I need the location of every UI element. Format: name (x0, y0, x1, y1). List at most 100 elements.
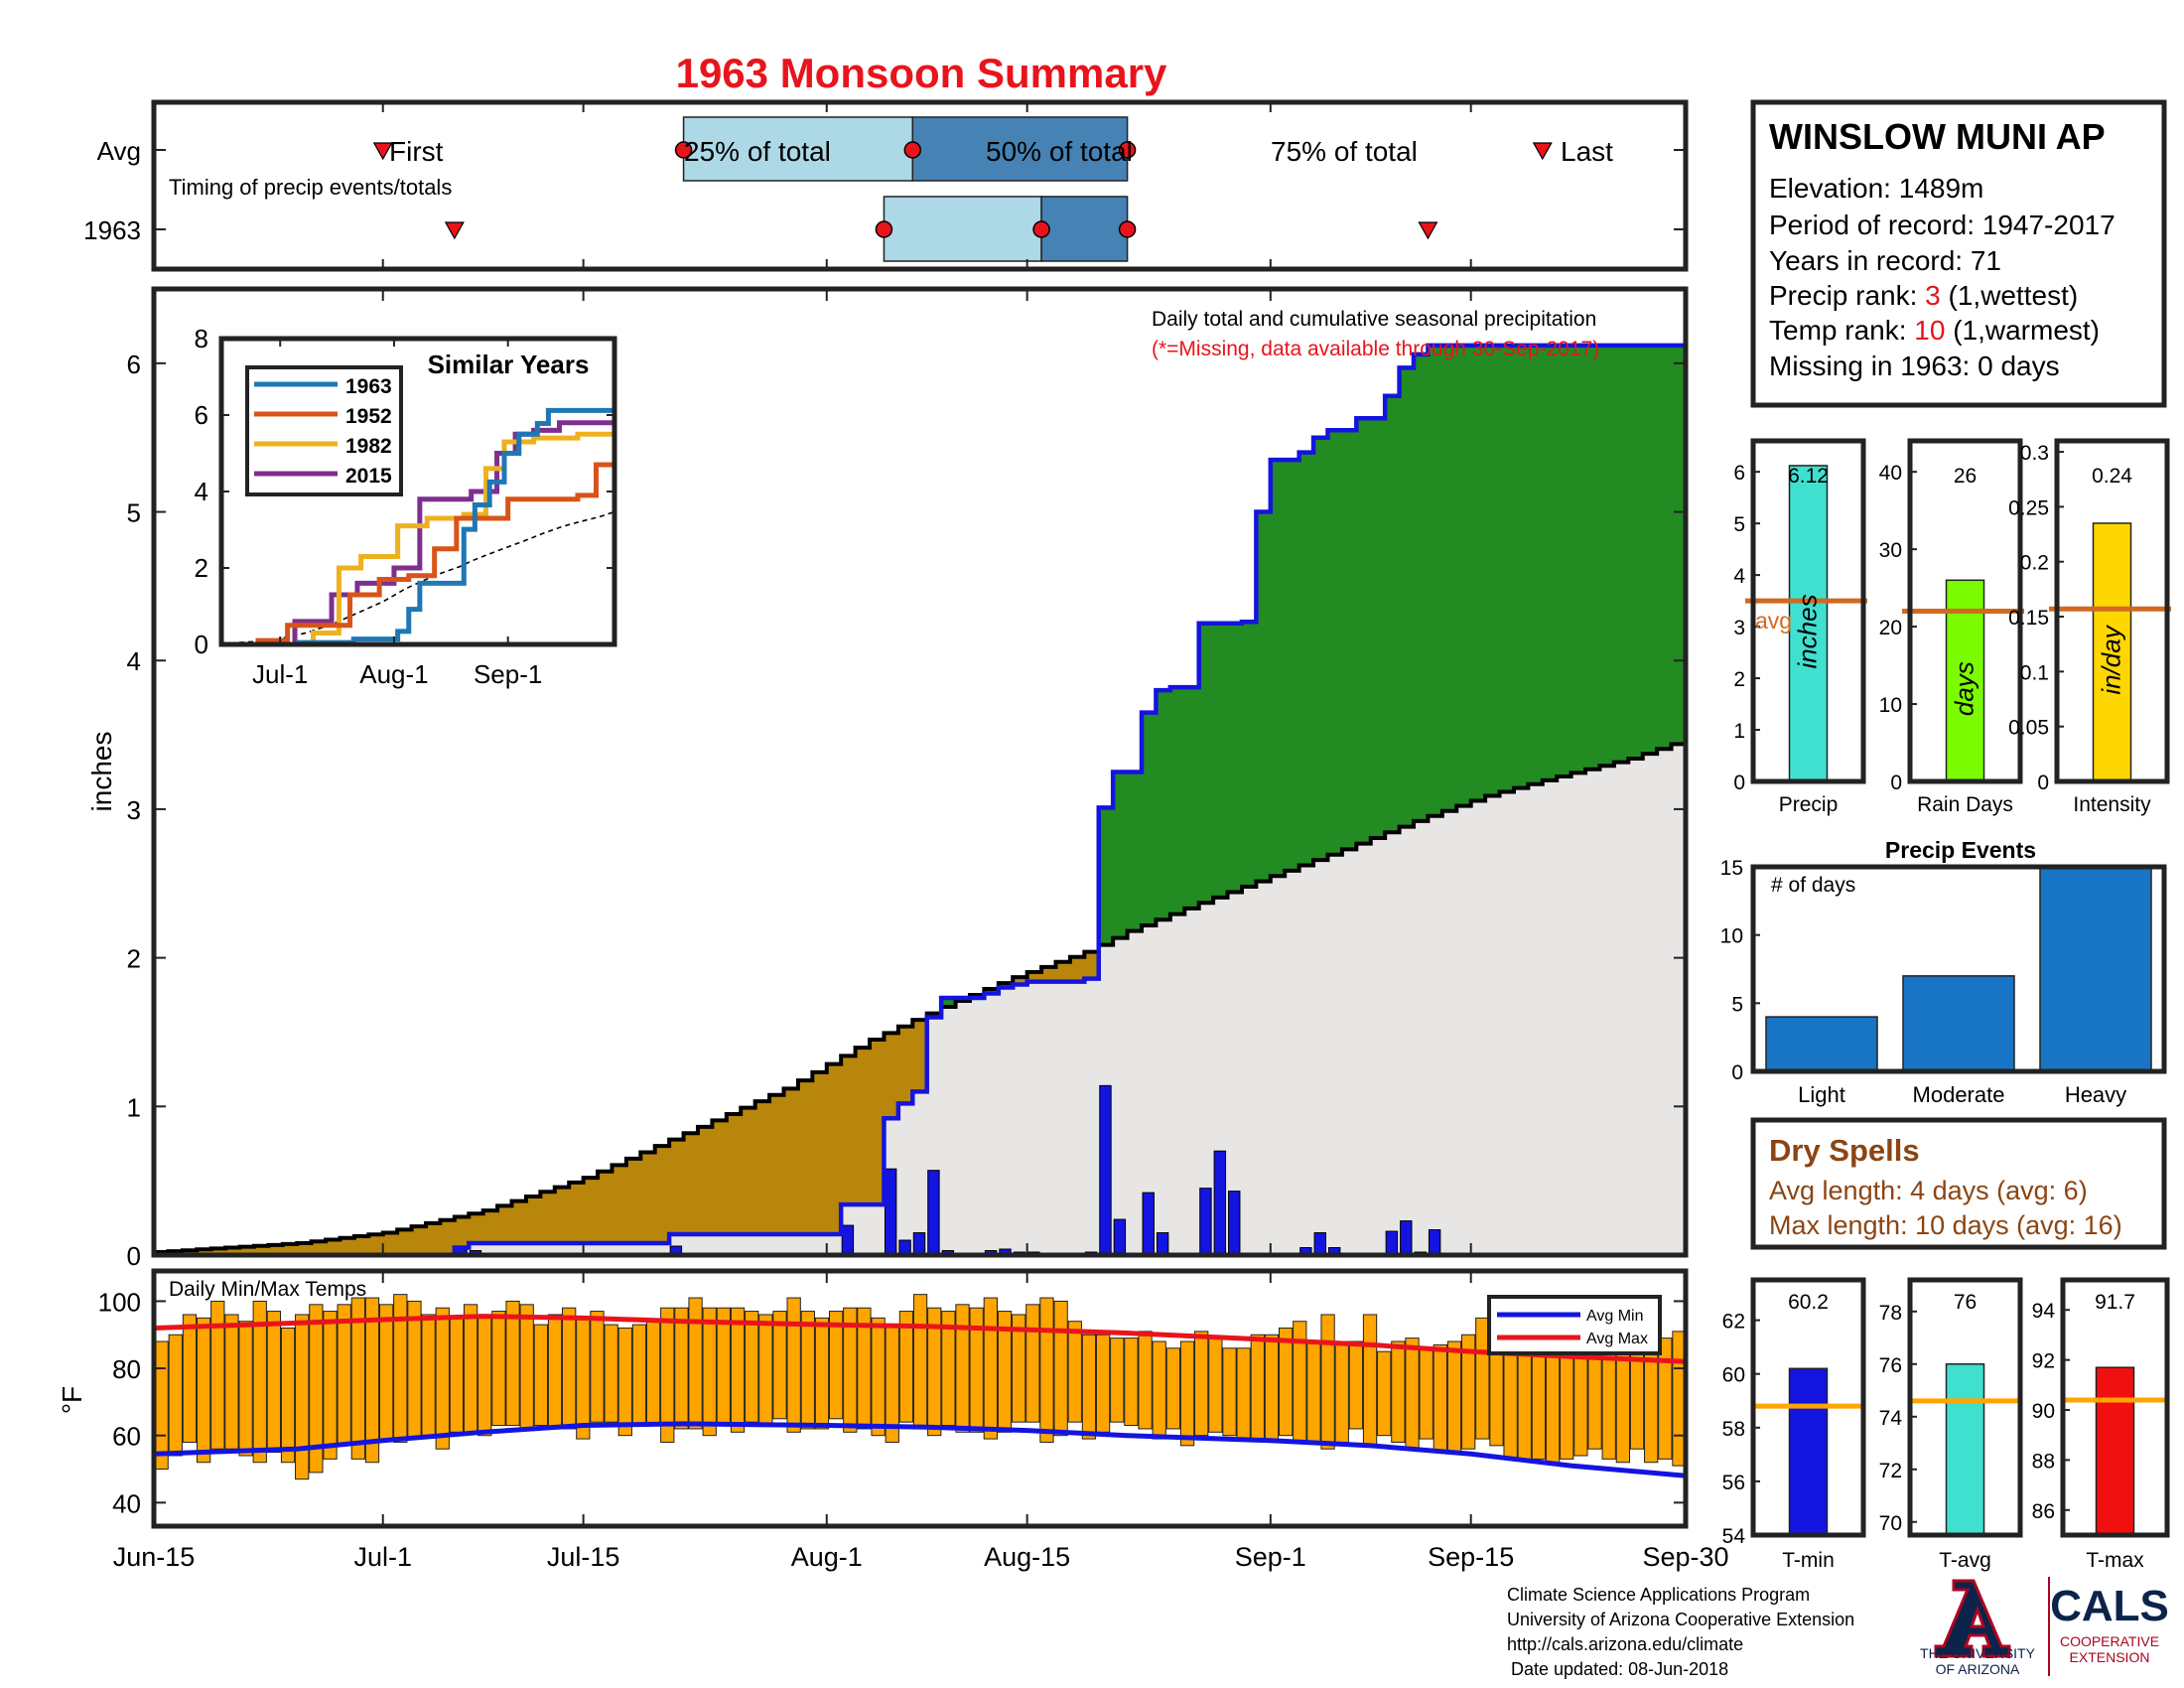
daily-temp-bar (1461, 1334, 1476, 1450)
cals-sub-line2: EXTENSION (2070, 1649, 2150, 1665)
quartile-box-25-50 (682, 116, 914, 182)
precip-y-tick-label: 0 (1733, 772, 1745, 794)
precip-y-tick-label: 3 (1733, 617, 1745, 639)
precip-event-bar-heavy (2039, 866, 2152, 1072)
daily-temp-bar (983, 1297, 998, 1440)
main-ylabel: inches (86, 732, 117, 812)
daily-precip-bar (1313, 1232, 1326, 1256)
x-tick-label: Jun-15 (113, 1542, 196, 1572)
tavg-y-tick-label: 72 (1879, 1460, 1902, 1482)
quartile-box-50-75 (1040, 196, 1129, 262)
raindays-panel-frame (1907, 438, 2023, 784)
daily-temp-bar (617, 1327, 632, 1437)
dry-spells-max-length: Max length: 10 days (avg: 16) (1769, 1210, 2122, 1240)
daily-temp-bar (1446, 1340, 1462, 1454)
daily-precip-bar (1142, 1192, 1155, 1256)
precip-events-plot: Light Moderate Heavy 0 5 10 15 (1720, 857, 2152, 1107)
daily-temp-bar (478, 1314, 492, 1437)
tmin-y-tick-label: 62 (1722, 1311, 1745, 1334)
tavg-value-label: 76 (1954, 1291, 1977, 1314)
daily-temp-bar (843, 1307, 858, 1433)
x-tick-label: Sep-15 (1428, 1542, 1514, 1572)
x-tick-label: Aug-15 (984, 1542, 1070, 1572)
cumulative-precip-panel: 0 1 2 3 4 5 6 Daily total and cumulative seaso… (86, 286, 1689, 1271)
summary-bar-panels: 0 1 2 3 4 5 6 6.12 inches Precip 0 10 20 30 40 26 days Ra… (1733, 438, 2171, 816)
precip-avg-label: avg (1755, 608, 1792, 633)
main-y-tick-label: 2 (127, 944, 141, 974)
inset-y-tick-label: 8 (195, 324, 208, 353)
raindays-y-tick-label: 10 (1879, 694, 1902, 717)
tmin-summary-bar (1788, 1367, 1829, 1536)
tavg-panel-frame (1907, 1277, 2023, 1538)
daily-temp-bar (1124, 1337, 1139, 1427)
events-y-tick-label: 0 (1731, 1061, 1743, 1084)
x-axis-labels: Jun-15 Jul-1 Jul-15 Aug-1 Aug-15 Sep-1 Sep-15 S… (113, 1542, 1729, 1572)
daily-temp-bar (1658, 1337, 1673, 1460)
dry-spells-frame (1750, 1117, 2167, 1250)
timing-row-label-avg: Avg (97, 136, 141, 166)
main-y-tick-label: 5 (127, 498, 141, 528)
daily-temp-bar (364, 1297, 380, 1464)
event-marker-triangle (1532, 142, 1553, 161)
raindays-unit-label: days (1950, 661, 1979, 716)
events-y-tick-label: 15 (1720, 857, 1743, 880)
temps-y-tick-label: 80 (112, 1354, 141, 1384)
daily-temp-bar (1067, 1321, 1082, 1423)
timing-frame (151, 99, 1689, 272)
daily-temp-bar (280, 1327, 296, 1464)
daily-temp-bar (1560, 1350, 1574, 1460)
precip-y-tick-label: 4 (1733, 565, 1745, 588)
inset-series-1963 (221, 407, 614, 647)
daily-temp-bar (857, 1307, 872, 1430)
daily-precip-bar (1400, 1220, 1413, 1256)
precip-y-tick-label: 1 (1733, 720, 1745, 743)
temp-rank-value: 10 (1914, 315, 1945, 346)
daily-temp-bar (898, 1311, 914, 1423)
surplus-area-fill (154, 345, 1686, 1253)
daily-temp-bar (1362, 1314, 1378, 1447)
quartile-box-50-75 (911, 116, 1129, 182)
precip-rank-value: 3 (1925, 280, 1941, 311)
legend-label-1963: 1963 (345, 375, 392, 398)
intensity-value-label: 0.24 (2092, 465, 2132, 488)
daily-temp-bar (1025, 1304, 1040, 1423)
daily-temp-bar (631, 1324, 647, 1427)
quartile-box-25-50 (883, 196, 1042, 262)
daily-temp-bar (1334, 1340, 1349, 1443)
tavg-y-tick-label: 74 (1879, 1407, 1903, 1430)
station-info-box: WINSLOW MUNI AP Elevation: 1489m Period … (1750, 99, 2167, 408)
precip-panel-frame (1750, 438, 1866, 784)
daily-temp-bar (1587, 1347, 1602, 1450)
daily-temp-bar (1475, 1317, 1490, 1440)
temps-title: Daily Min/Max Temps (169, 1278, 366, 1301)
temps-y-tick-label: 40 (112, 1488, 141, 1518)
daily-temp-bar (309, 1304, 324, 1474)
daily-temp-bar (814, 1317, 830, 1430)
tmax-y-tick-label: 88 (2032, 1450, 2055, 1473)
temps-legend: Avg Min Avg Max (1487, 1295, 1662, 1355)
raindays-y-tick-label: 30 (1879, 539, 1902, 562)
daily-temp-bar (871, 1317, 886, 1437)
daily-temp-bar (266, 1311, 282, 1454)
daily-temp-bar (1348, 1340, 1364, 1430)
x-tick-label: Aug-1 (791, 1542, 863, 1572)
daily-temp-bar (210, 1300, 225, 1450)
daily-temp-bar (1433, 1343, 1447, 1454)
quartile-marker (1032, 220, 1050, 238)
tavg-axis-label: T-avg (1939, 1549, 1991, 1572)
precip-event-label-heavy: Heavy (2065, 1082, 2126, 1107)
temps-legend-box (1487, 1295, 1662, 1355)
precip-events-note: # of days (1771, 874, 1855, 897)
inset-y-tick-label: 4 (195, 477, 208, 506)
quartile-marker (1118, 141, 1137, 159)
footer-program: Climate Science Applications Program (1507, 1585, 1810, 1605)
daily-temp-bar (1391, 1340, 1406, 1443)
figure-title: 1963 Monsoon Summary (676, 50, 1167, 96)
x-tick-label: Jul-15 (547, 1542, 620, 1572)
daily-temp-bar (1208, 1337, 1223, 1433)
university-of-arizona-logo: THE UNIVERSITY OF ARIZONA CALS COOPERATI… (1920, 1577, 2169, 1677)
footer-university: University of Arizona Cooperative Extens… (1507, 1610, 1854, 1629)
daily-temp-bar (772, 1311, 787, 1420)
precip-rank-prefix: Precip rank: (1769, 280, 1925, 311)
precip-y-tick-label: 2 (1733, 668, 1745, 691)
